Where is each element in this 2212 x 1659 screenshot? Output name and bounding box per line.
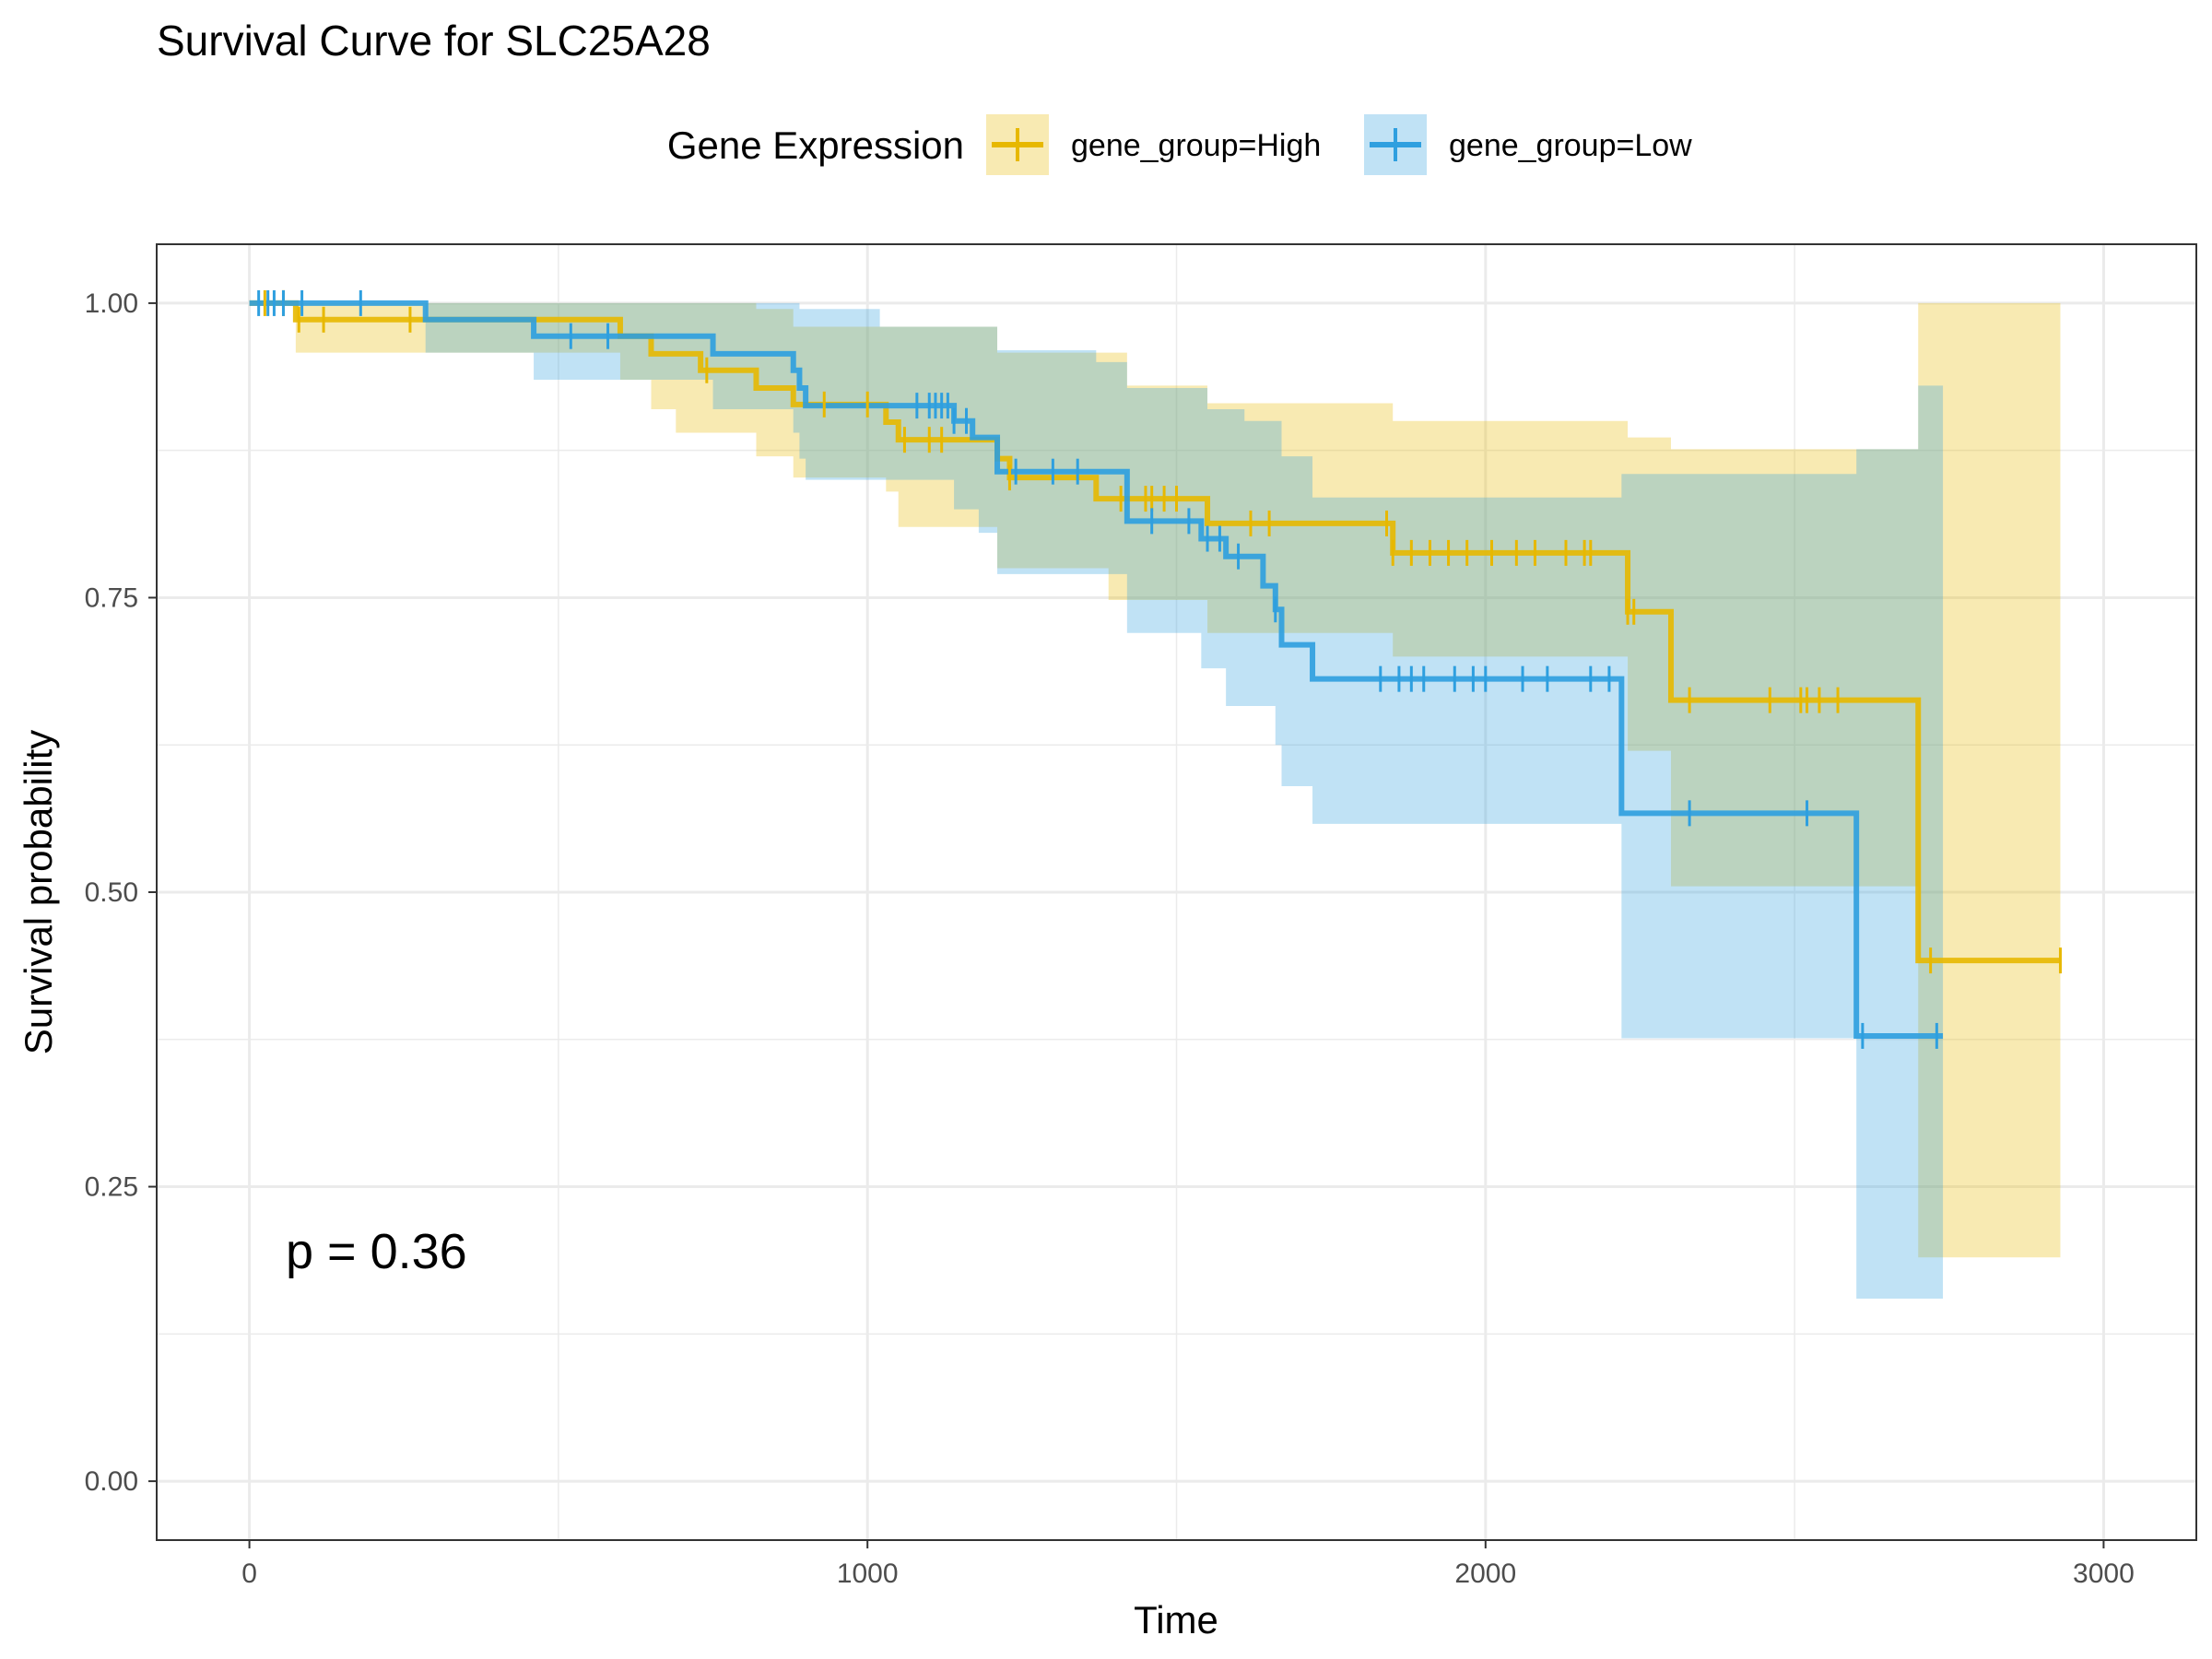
y-axis-title: Survival probability xyxy=(17,730,60,1055)
legend-label-low: gene_group=Low xyxy=(1449,128,1692,163)
y-tick-label: 0.75 xyxy=(85,582,138,613)
censor-marks xyxy=(257,289,2062,1049)
y-tick-label: 1.00 xyxy=(85,288,138,319)
survival-curve-high xyxy=(249,300,2061,964)
y-tick-label: 0.00 xyxy=(85,1466,138,1497)
x-tick-label: 3000 xyxy=(2073,1559,2135,1589)
survival-curve-low xyxy=(249,300,1944,1039)
axes: 0 1000 2000 3000 0.00 0.25 0.50 0.75 1.00 xyxy=(85,288,2135,1589)
y-tick-label: 0.50 xyxy=(85,877,138,908)
chart-title: Survival Curve for SLC25A28 xyxy=(157,17,711,65)
legend-label-high: gene_group=High xyxy=(1071,128,1321,163)
survival-curves xyxy=(249,300,2061,1039)
confidence-bands xyxy=(249,302,2061,1299)
x-tick-label: 2000 xyxy=(1454,1559,1516,1589)
legend-title: Gene Expression xyxy=(667,124,964,167)
x-tick-label: 1000 xyxy=(837,1559,899,1589)
grid xyxy=(157,244,2196,1540)
confidence-band-high xyxy=(249,302,2061,1258)
y-tick-label: 0.25 xyxy=(85,1172,138,1203)
x-axis-title: Time xyxy=(1134,1598,1218,1641)
p-value-annotation: p = 0.36 xyxy=(286,1224,467,1279)
x-tick-label: 0 xyxy=(241,1559,257,1589)
legend: Gene Expression gene_group=High gene_gro… xyxy=(667,114,1692,175)
